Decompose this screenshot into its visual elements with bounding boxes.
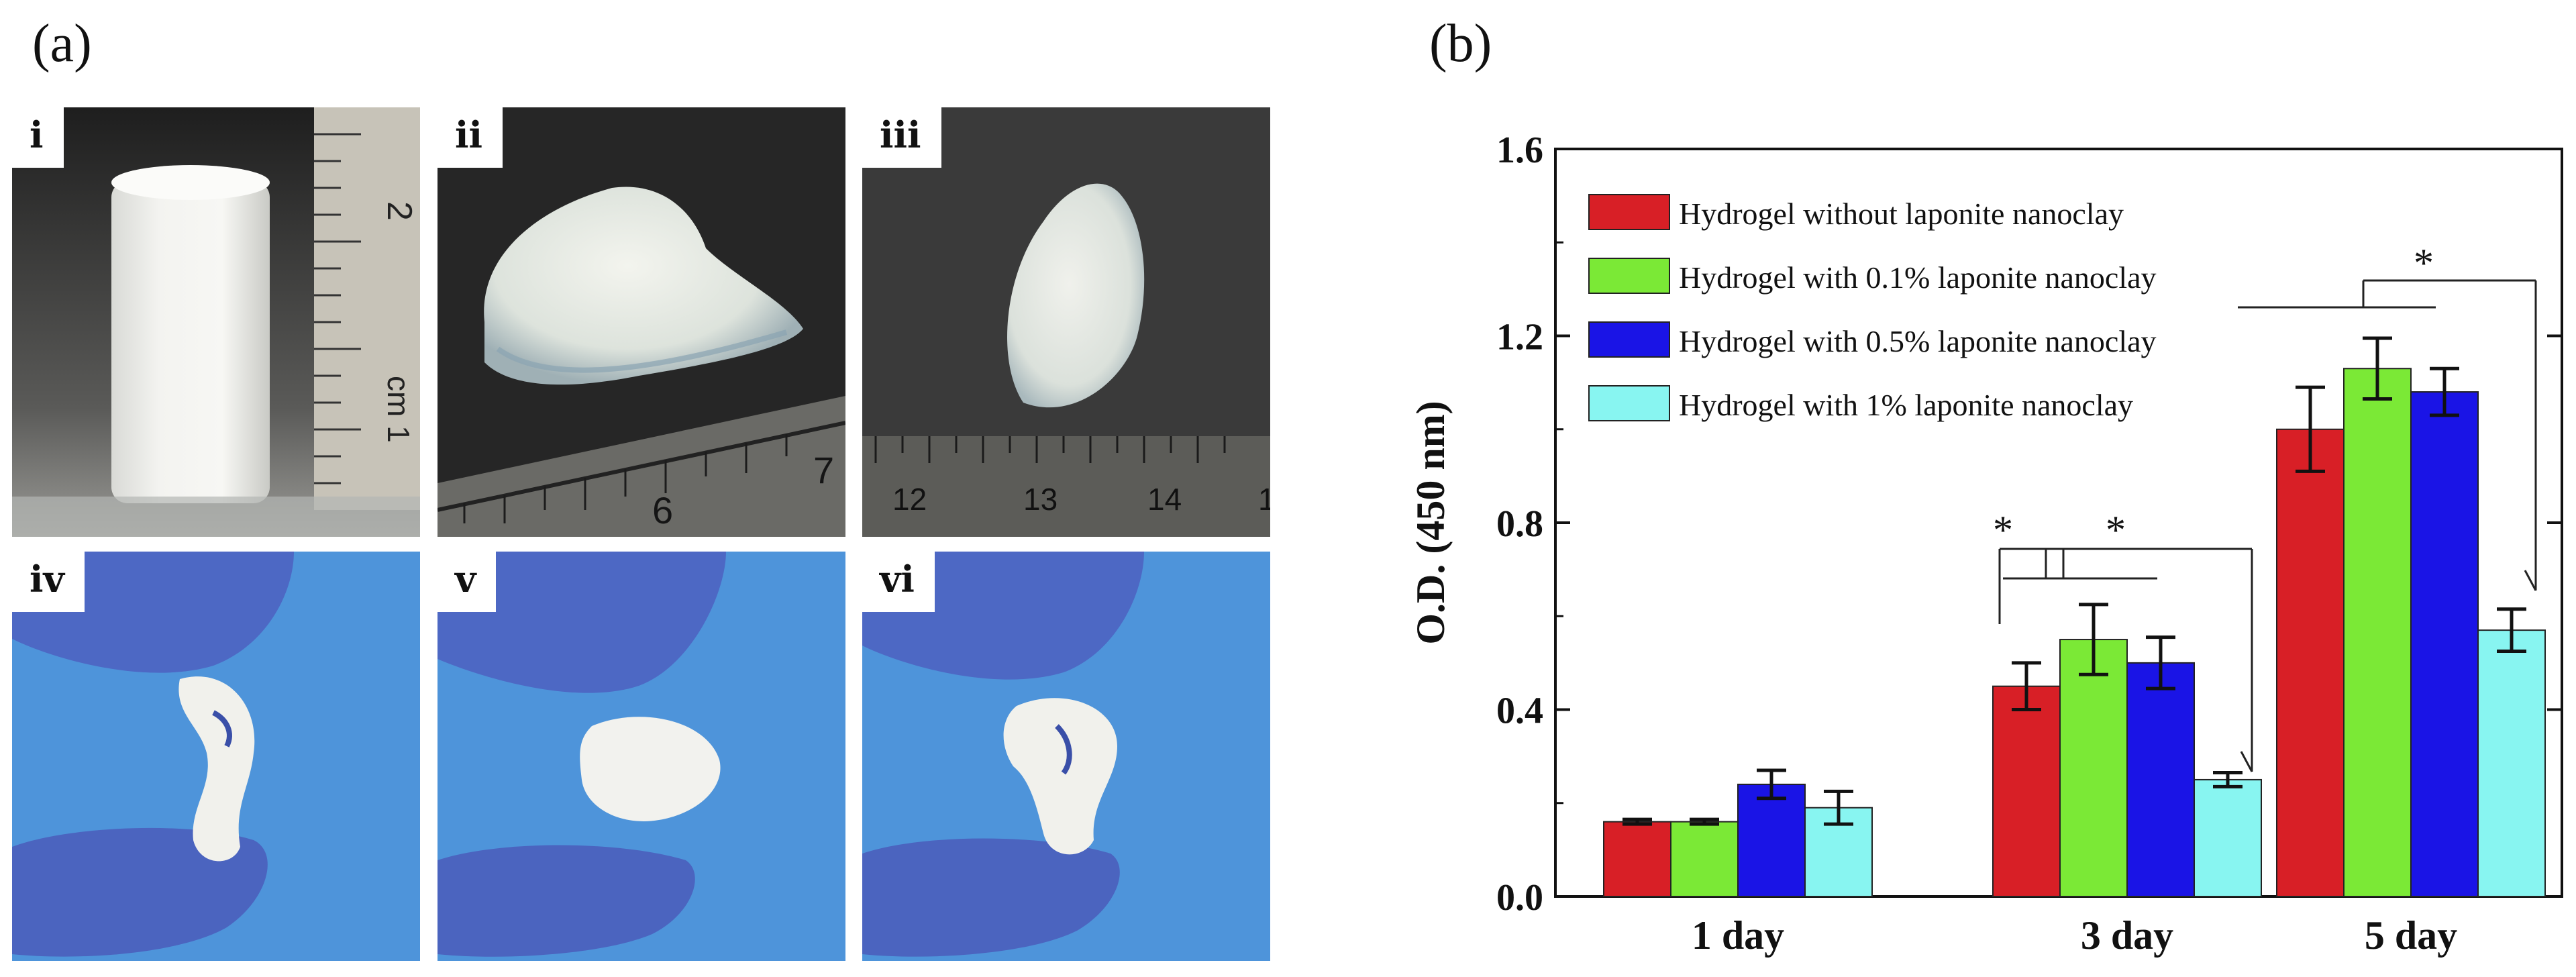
- legend-label: Hydrogel with 1% laponite nanoclay: [1679, 388, 2133, 422]
- photo-vi-tag: vi: [862, 552, 935, 612]
- bar: [1603, 821, 1671, 897]
- significance-arrow: [2240, 751, 2253, 772]
- photo-v-tag: v: [437, 552, 497, 612]
- bar: [1670, 821, 1739, 897]
- y-tick-label: 0.4: [1496, 690, 1543, 732]
- x-tick-label: 3 day: [2081, 913, 2173, 958]
- bar: [2410, 391, 2479, 897]
- ruler-number: 1: [1258, 482, 1270, 517]
- bar: [2059, 639, 2128, 897]
- ruler-number: 13: [1023, 482, 1058, 517]
- significance-star: *: [1993, 508, 2013, 552]
- photo-v-drawing: [437, 552, 845, 961]
- photo-ii-drawing: 6 7: [437, 107, 845, 537]
- photo-vi: vi: [862, 552, 1270, 961]
- photo-ii: 6 7 ii: [437, 107, 845, 537]
- significance-star: *: [2106, 508, 2126, 552]
- ruler-number: 6: [652, 489, 673, 531]
- photo-iv-tag: iv: [12, 552, 85, 612]
- photo-iii: 12 13 14 1 iii: [862, 107, 1270, 537]
- legend-swatch: [1588, 321, 1670, 358]
- y-tick-label: 1.6: [1496, 130, 1543, 171]
- bar: [2194, 778, 2262, 897]
- ruler-number: 2: [380, 201, 419, 221]
- legend-label: Hydrogel with 0.1% laponite nanoclay: [1679, 260, 2157, 295]
- photo-ii-tag: ii: [437, 107, 503, 168]
- photo-i-tag: i: [12, 107, 64, 168]
- photo-i: 2 cm 1 i: [12, 107, 420, 537]
- y-axis-label: O.D. (450 nm): [1408, 401, 1453, 644]
- photo-iv-drawing: [12, 552, 420, 961]
- panel-b-label: (b): [1429, 14, 1492, 73]
- panel-a-label: (a): [32, 14, 92, 73]
- legend-swatch: [1588, 385, 1670, 421]
- ruler-number: 7: [813, 449, 834, 491]
- legend-label: Hydrogel without laponite nanoclay: [1679, 197, 2124, 231]
- photo-i-drawing: 2 cm 1: [12, 107, 420, 537]
- significance-star: *: [2414, 241, 2434, 285]
- x-tick-label: 5 day: [2365, 913, 2457, 958]
- ruler-number: 14: [1147, 482, 1182, 517]
- y-tick-label: 0.0: [1496, 877, 1543, 919]
- ruler-number: 12: [892, 482, 927, 517]
- significance-arrow: [2524, 570, 2537, 591]
- bar: [1737, 783, 1806, 898]
- photo-v: v: [437, 552, 845, 961]
- ruler-number: cm 1: [381, 376, 416, 443]
- legend-swatch: [1588, 194, 1670, 230]
- legend-label: Hydrogel with 0.5% laponite nanoclay: [1679, 324, 2157, 358]
- bar: [2477, 629, 2546, 897]
- y-tick-label: 1.2: [1496, 317, 1543, 358]
- bar: [2343, 368, 2412, 897]
- x-tick-label: 1 day: [1692, 913, 1784, 958]
- photo-iii-drawing: 12 13 14 1: [862, 107, 1270, 537]
- photo-iv: iv: [12, 552, 420, 961]
- photo-iii-tag: iii: [862, 107, 941, 168]
- bar: [2126, 662, 2195, 897]
- y-tick-label: 0.8: [1496, 503, 1543, 545]
- bar: [1992, 685, 2061, 897]
- legend-swatch: [1588, 258, 1670, 294]
- bar: [2276, 428, 2345, 897]
